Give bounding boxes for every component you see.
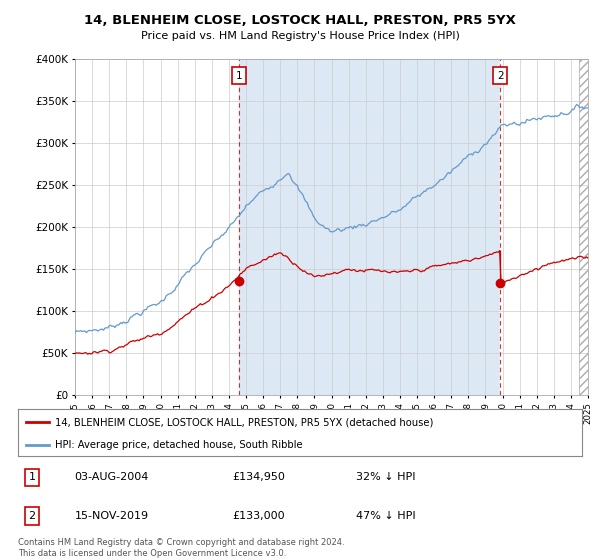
Bar bbox=[580, 59, 588, 395]
Text: 32% ↓ HPI: 32% ↓ HPI bbox=[356, 472, 416, 482]
Text: Contains HM Land Registry data © Crown copyright and database right 2024.
This d: Contains HM Land Registry data © Crown c… bbox=[18, 538, 344, 558]
Bar bbox=[500, 59, 588, 395]
Text: Price paid vs. HM Land Registry's House Price Index (HPI): Price paid vs. HM Land Registry's House … bbox=[140, 31, 460, 41]
Text: 2: 2 bbox=[497, 71, 503, 81]
Text: 1: 1 bbox=[29, 472, 35, 482]
Text: 03-AUG-2004: 03-AUG-2004 bbox=[74, 472, 149, 482]
Text: 14, BLENHEIM CLOSE, LOSTOCK HALL, PRESTON, PR5 5YX: 14, BLENHEIM CLOSE, LOSTOCK HALL, PRESTO… bbox=[84, 14, 516, 27]
Bar bbox=[239, 59, 500, 395]
Text: 1: 1 bbox=[236, 71, 242, 81]
Text: 2: 2 bbox=[29, 511, 35, 521]
Text: 15-NOV-2019: 15-NOV-2019 bbox=[74, 511, 149, 521]
Bar bbox=[580, 59, 588, 395]
Text: £134,950: £134,950 bbox=[232, 472, 285, 482]
Text: HPI: Average price, detached house, South Ribble: HPI: Average price, detached house, Sout… bbox=[55, 440, 302, 450]
Text: 47% ↓ HPI: 47% ↓ HPI bbox=[356, 511, 416, 521]
Text: 14, BLENHEIM CLOSE, LOSTOCK HALL, PRESTON, PR5 5YX (detached house): 14, BLENHEIM CLOSE, LOSTOCK HALL, PRESTO… bbox=[55, 417, 433, 427]
Text: £133,000: £133,000 bbox=[232, 511, 285, 521]
